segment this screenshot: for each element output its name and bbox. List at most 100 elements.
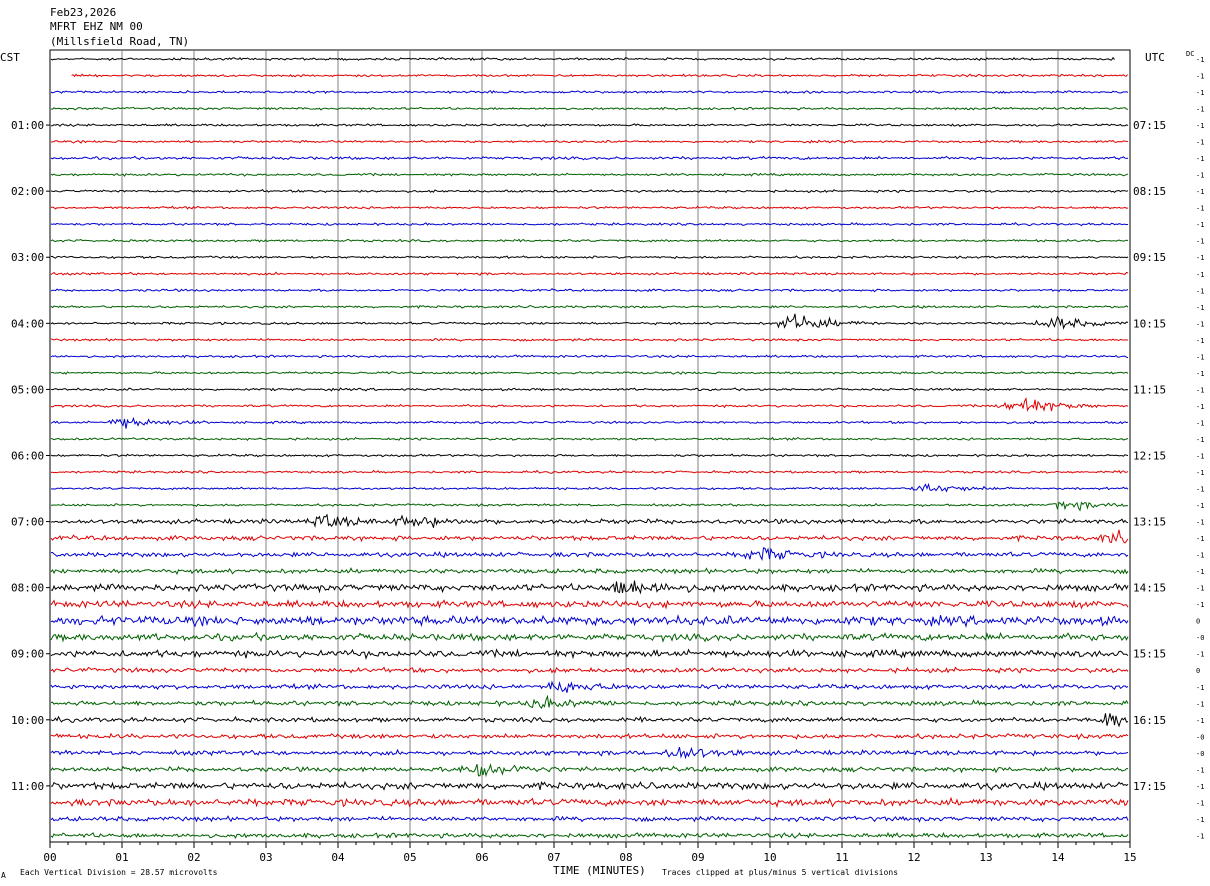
seismic-trace-44 [51,780,1129,792]
right-hour-label: 09:15 [1133,251,1166,264]
dc-offset-label: -1 [1196,320,1204,328]
dc-offset-label: -1 [1196,568,1204,576]
seismic-trace-30 [50,547,1129,562]
trace-layer [50,56,1129,840]
seismic-trace-18 [50,354,1129,359]
dc-offset-label: -1 [1196,452,1204,460]
seismic-trace-31 [50,567,1129,576]
dc-offset-label: -1 [1196,271,1204,279]
seismic-trace-0 [50,56,1115,62]
header-location: (Millsfield Road, TN) [50,35,189,48]
seismic-trace-13 [50,271,1129,276]
seismic-trace-9 [50,205,1129,210]
seismic-trace-17 [50,337,1128,342]
x-tick-label: 14 [1051,851,1065,864]
dc-offset-label: -1 [1196,254,1204,262]
dc-offset-label: -1 [1196,188,1204,196]
dc-offset-label: -1 [1196,106,1204,114]
seismic-trace-7 [50,172,1129,177]
seismic-trace-16 [50,313,1129,330]
header-station: MFRT EHZ NM 00 [50,20,143,33]
dc-offset-label: -1 [1196,419,1204,427]
left-hour-label: 10:00 [11,714,44,727]
seismic-trace-14 [50,288,1129,293]
dc-offset-label: -1 [1196,502,1204,510]
x-tick-label: 13 [979,851,992,864]
seismic-trace-26 [50,482,1129,493]
dc-offset-label: -1 [1196,601,1204,609]
clip-note: Traces clipped at plus/minus 5 vertical … [662,868,898,877]
dc-offset-label: -1 [1196,717,1204,725]
x-tick-label: 00 [43,851,56,864]
x-tick-label: 05 [403,851,416,864]
dc-offset-label: -1 [1196,486,1204,494]
dc-offset-label: -1 [1196,155,1204,163]
seismic-trace-6 [50,155,1129,161]
dc-offset-label: -1 [1196,337,1204,345]
seismic-trace-11 [50,238,1129,243]
seismic-trace-28 [50,513,1129,528]
seismic-trace-32 [50,580,1129,595]
dc-offset-label: -1 [1196,552,1204,560]
seismic-trace-24 [50,453,1129,458]
x-tick-label: 07 [547,851,560,864]
seismic-trace-46 [50,815,1129,823]
seismic-trace-10 [50,221,1129,227]
dc-offset-label: -1 [1196,651,1204,659]
right-hour-label: 14:15 [1133,582,1166,595]
plot-frame [49,49,1131,843]
left-hour-label: 06:00 [11,449,44,462]
seismic-trace-25 [50,469,1129,474]
dc-offset-label: -1 [1196,535,1204,543]
dc-offset-label: -1 [1196,832,1204,840]
x-tick-label: 10 [763,851,776,864]
x-axis-title: TIME (MINUTES) [553,864,646,877]
seismic-trace-37 [50,666,1129,674]
scale-note: Each Vertical Division = 28.57 microvolt… [20,868,218,877]
seismic-trace-38 [50,680,1129,693]
seismic-trace-12 [50,255,1129,260]
dc-offset-label: -1 [1196,205,1204,213]
right-hour-label: 17:15 [1133,780,1166,793]
seismic-trace-41 [50,732,1129,741]
left-hour-label: 01:00 [11,119,44,132]
x-tick-label: 03 [259,851,272,864]
dc-offset-label: -1 [1196,436,1204,444]
seismic-trace-42 [50,746,1129,760]
seismic-trace-35 [50,631,1129,643]
right-hour-label: 07:15 [1133,119,1166,132]
dc-label: DC [1186,50,1194,58]
seismic-trace-4 [51,123,1129,128]
seismic-trace-5 [50,139,1129,144]
dc-offset-label: -1 [1196,353,1204,361]
seismic-trace-15 [50,304,1129,310]
seismic-trace-3 [50,106,1129,111]
right-zone-label: UTC [1145,51,1165,64]
dc-offset-label: -1 [1196,221,1204,229]
dc-offset-label: -1 [1196,585,1204,593]
seismic-trace-43 [50,763,1128,778]
dc-offset-label: -1 [1196,139,1204,147]
axis-labels: 00 01 02 03 04 05 06 07 08 09 10 11 12 13 14 1501:0002:… [11,56,1204,864]
seismic-trace-21 [50,396,1129,412]
dc-offset-label: -0 [1196,733,1204,741]
x-tick-label: 09 [691,851,704,864]
left-hour-label: 02:00 [11,185,44,198]
seismic-trace-47 [50,831,1129,840]
dc-offset-label: -1 [1196,519,1204,527]
left-hour-label: 11:00 [11,780,44,793]
dc-offset-label: -1 [1196,700,1204,708]
seismic-trace-34 [50,614,1129,629]
dc-offset-label: -1 [1196,370,1204,378]
x-tick-label: 01 [115,851,128,864]
left-hour-label: 09:00 [11,648,44,661]
seismic-trace-8 [50,189,1129,194]
x-tick-label: 15 [1123,851,1136,864]
left-hour-label: 07:00 [11,516,44,529]
seismic-trace-20 [50,387,1129,392]
dc-offset-label: -1 [1196,799,1204,807]
seismic-trace-23 [50,436,1129,441]
left-hour-label: 03:00 [11,251,44,264]
seismic-trace-19 [50,371,1129,375]
